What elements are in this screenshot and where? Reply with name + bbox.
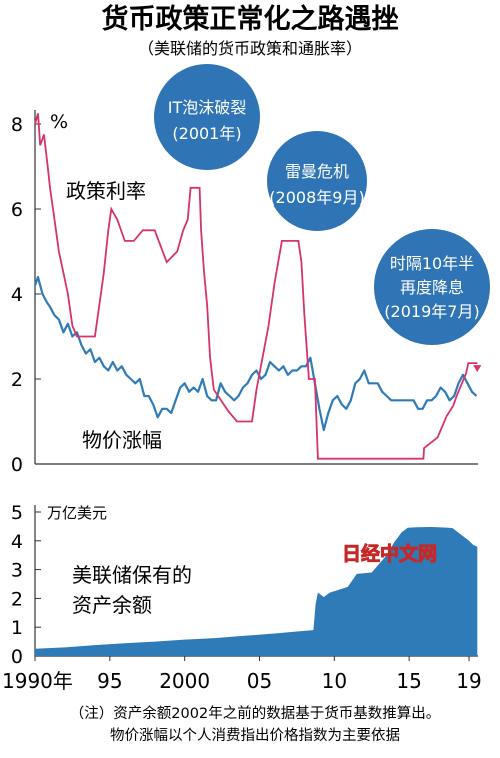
lower-y-tick-label: 2 (11, 588, 23, 610)
x-tick-label: 10 (322, 669, 347, 693)
policy-rate-arrow (473, 365, 482, 373)
balance-label-line1: 美联储保有的 (72, 563, 192, 587)
upper-y-unit: % (50, 111, 68, 133)
balance-label-line2: 资产余额 (72, 593, 152, 617)
lower-y-tick-label: 3 (11, 560, 23, 582)
inflation-label: 物价涨幅 (82, 428, 162, 452)
lower-y-tick-label: 0 (11, 646, 23, 668)
balance-area (35, 527, 478, 656)
annotation-text-lehman: (2008年9月) (269, 188, 364, 207)
x-tick-label: 05 (247, 669, 272, 693)
annotation-bubble-cut2019 (374, 229, 490, 345)
policy-rate-line (34, 113, 478, 460)
watermark: 日经中文网 (342, 542, 437, 565)
lower-y-tick-label: 1 (11, 617, 23, 639)
lower-y-tick-label: 4 (11, 531, 23, 553)
lower-y-tick-label: 5 (11, 502, 23, 524)
x-tick-label: 1990年 (2, 669, 73, 693)
upper-y-tick-label: 2 (11, 369, 23, 391)
x-tick-label: 19 (456, 669, 481, 693)
annotation-text-lehman: 雷曼危机 (285, 162, 349, 181)
upper-y-tick-label: 4 (11, 284, 23, 306)
annotation-text-it: IT泡沫破裂 (168, 98, 247, 117)
lower-chart-series (35, 527, 478, 656)
chart-subtitle: （美联储的货币政策和通胀率） (138, 39, 362, 58)
upper-y-tick-label: 6 (11, 199, 23, 221)
annotation-bubble-lehman (267, 131, 367, 231)
annotation-bubble-it (154, 64, 260, 170)
x-axis-labels: 1990年 95 2000 05 10 15 19 (2, 656, 482, 693)
annotation-text-it: (2001年) (172, 124, 241, 143)
note-line1: （注）资产余额2002年之前的数据基于货币基数推算出。 (70, 704, 440, 722)
upper-chart-series (33, 113, 482, 460)
chart-title: 货币政策正常化之路遇挫 (102, 3, 399, 35)
upper-chart-axes: 0 2 4 6 8 (11, 110, 478, 476)
annotation-text-cut2019: 时隔10年半 (390, 254, 474, 273)
x-tick-label: 15 (396, 669, 421, 693)
upper-y-tick-label: 0 (11, 454, 23, 476)
x-tick-label: 2000 (159, 669, 210, 693)
annotation-text-cut2019: (2019年7月) (384, 302, 479, 321)
lower-y-unit: 万亿美元 (47, 504, 107, 522)
upper-y-tick-label: 8 (11, 114, 23, 136)
note-line2: 物价涨幅以个人消费指出价格指数为主要依据 (110, 727, 400, 744)
policy-rate-label: 政策利率 (66, 179, 146, 203)
annotation-text-cut2019: 再度降息 (400, 278, 464, 297)
inflation-line (33, 275, 478, 432)
x-tick-label: 95 (97, 669, 122, 693)
